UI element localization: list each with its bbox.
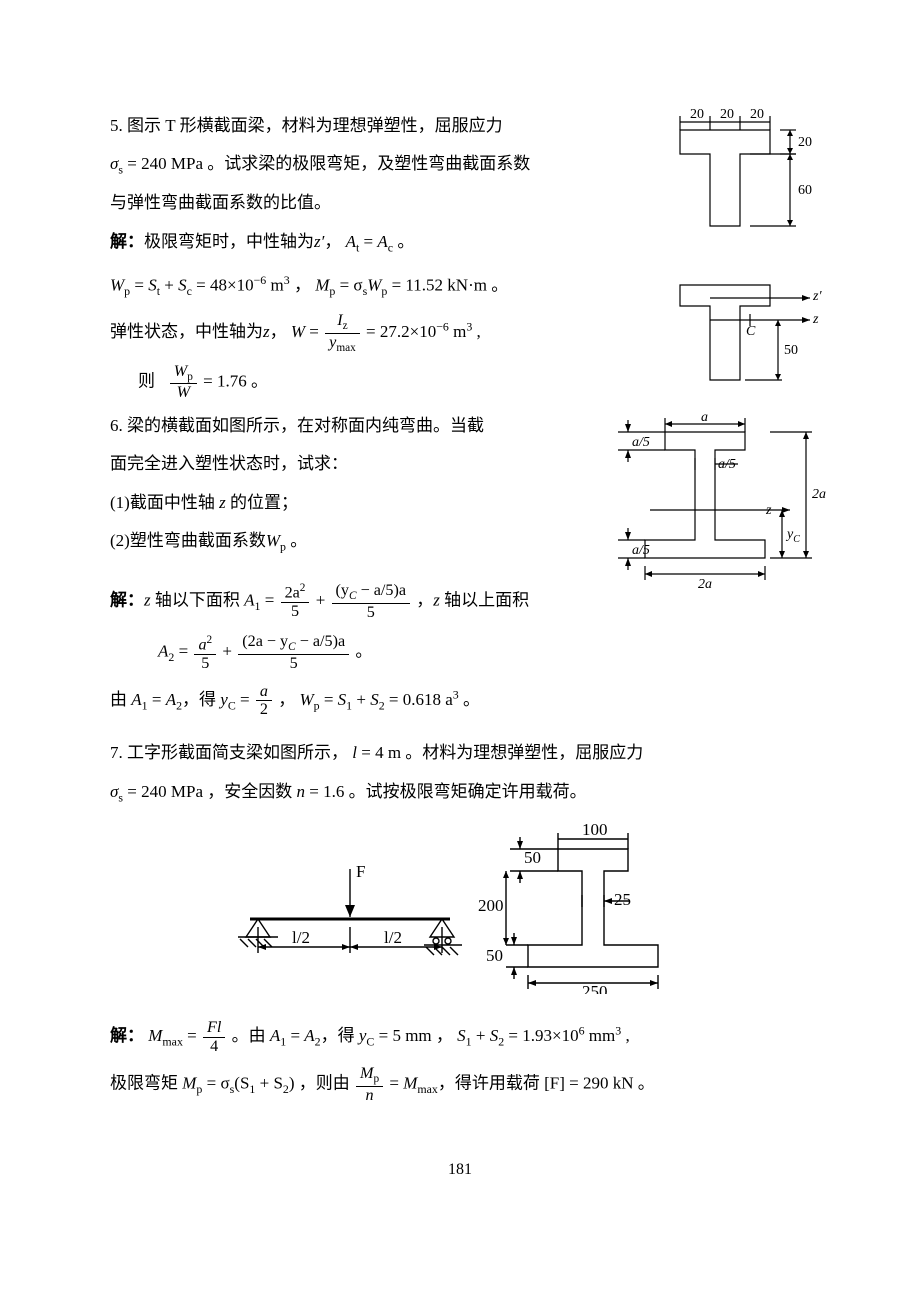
- dim-20c: 20: [750, 107, 764, 122]
- dim-200: 200: [478, 896, 504, 915]
- dim-20b: 20: [720, 107, 734, 122]
- p7-line1: 7. 工字形截面简支梁如图所示， l = 4 m 。材料为理想弹塑性，屈服应力: [110, 737, 810, 769]
- p6-sol2: A2 = a2 5 + (2a − yC − a/5)a 5 。: [110, 633, 810, 672]
- p6-sol3: 由 A1 = A2，得 yC = a 2 ， Wp = S1 + S2 = 0.…: [110, 683, 810, 720]
- dim-50b: 50: [486, 946, 503, 965]
- dim-25: 25: [614, 890, 631, 909]
- dim-60: 60: [798, 183, 812, 198]
- fig-i-section: a/5 a/5 a/5 a 2a 2a z yC: [580, 410, 840, 590]
- p7-sol1: 解： Mmax = Fl 4 。由 A1 = A2，得 yC = 5 mm ， …: [110, 1019, 810, 1056]
- dim-2a-r: 2a: [812, 487, 826, 502]
- label-F: F: [356, 862, 365, 881]
- p5-line2: σs = 240 MPa 。试求梁的极限弯矩，及塑性弯曲截面系数: [110, 148, 590, 181]
- p7-sol2: 极限弯矩 Mp = σs(S1 + S2) ，则由 Mp n = Mmax，得许…: [110, 1065, 810, 1104]
- dim-20a: 20: [690, 107, 704, 122]
- label-l2a: l/2: [292, 928, 310, 947]
- label-z6: z: [765, 503, 772, 518]
- dim-a5-bot: a/5: [632, 543, 650, 558]
- page: 20 20 20 20 60: [110, 110, 810, 1185]
- fig-t-section: 20 20 20 20 60: [650, 100, 830, 250]
- fig-t-axes: z′ z C 50: [650, 270, 830, 400]
- p5-line1: 5. 图示 T 形横截面梁，材料为理想弹塑性，屈服应力: [110, 110, 590, 142]
- label-c: C: [746, 324, 756, 339]
- label-zprime: z′: [812, 289, 822, 304]
- dim-2a-b: 2a: [698, 577, 712, 590]
- dim-a5-mid: a/5: [718, 457, 736, 472]
- dim-50a: 50: [524, 848, 541, 867]
- dim-250: 250: [582, 982, 608, 994]
- fig-beam-and-section: F l/2 l/2 100 50 200 25 50 250: [110, 819, 810, 1005]
- dim-a: a: [701, 410, 708, 425]
- dim-a5-top: a/5: [632, 435, 650, 450]
- p6-line1: 6. 梁的横截面如图所示，在对称面内纯弯曲。当截: [110, 410, 490, 442]
- label-l2b: l/2: [384, 928, 402, 947]
- label-z: z: [812, 312, 819, 327]
- dim-100: 100: [582, 820, 608, 839]
- page-number: 181: [110, 1155, 810, 1185]
- dim-50: 50: [784, 343, 798, 358]
- dim-20d: 20: [798, 135, 812, 150]
- label-yc: yC: [785, 527, 800, 545]
- content: 5. 图示 T 形横截面梁，材料为理想弹塑性，屈服应力 σs = 240 MPa…: [110, 110, 810, 1105]
- p7-line2: σs = 240 MPa ，安全因数 n = 1.6 。试按极限弯矩确定许用载荷…: [110, 776, 810, 809]
